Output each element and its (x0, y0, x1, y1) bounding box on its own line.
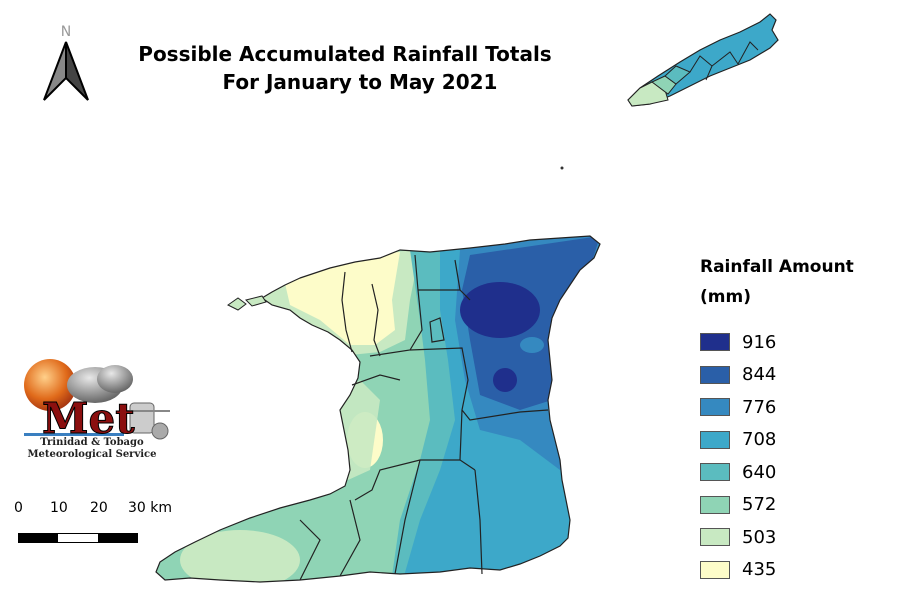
legend-label: 503 (742, 526, 777, 548)
legend-item: 916 (700, 326, 890, 359)
legend-swatch (700, 560, 730, 579)
scale-bar-graphic (18, 533, 138, 543)
tobago-island (627, 13, 779, 107)
legend-swatch (700, 528, 730, 547)
legend-swatch (700, 463, 730, 482)
legend-item: 844 (700, 359, 890, 392)
legend-swatch (700, 365, 730, 384)
scale-seg-2 (58, 534, 98, 542)
legend-label: 435 (742, 559, 777, 581)
legend-swatch (700, 398, 730, 417)
small-islet (560, 166, 564, 170)
north-arrow-icon: N (43, 24, 89, 101)
scale-seg-1 (19, 534, 59, 542)
legend-swatch (700, 333, 730, 352)
legend-label: 572 (742, 494, 777, 516)
logo-wordmark: Met (42, 394, 135, 443)
scale-label: 30 km (128, 500, 173, 516)
legend-label: 916 (742, 331, 777, 353)
scale-seg-3 (97, 534, 137, 542)
scale-bar: 0 10 20 30 km (12, 500, 182, 550)
legend-item: 776 (700, 391, 890, 424)
legend-item: 572 (700, 489, 890, 522)
north-label: N (61, 24, 71, 40)
region-boundaries (299, 254, 549, 581)
map-title: Possible Accumulated Rainfall Totals For… (100, 40, 590, 96)
scale-label: 10 (50, 500, 68, 516)
legend-label: 640 (742, 461, 777, 483)
legend-title: Rainfall Amount (mm) (700, 257, 854, 307)
chaguaramas-islands (227, 295, 267, 311)
legend-label: 844 (742, 364, 777, 386)
scale-bar-labels: 0 10 20 30 km (12, 500, 182, 520)
scale-label: 0 (14, 500, 23, 516)
legend-swatch (700, 430, 730, 449)
org-name-line-1: Trinidad & Tobago (40, 437, 144, 448)
org-name-line-2: Meteorological Service (27, 449, 157, 460)
legend-item: 435 (700, 554, 890, 587)
legend-item: 708 (700, 424, 890, 457)
legend: Rainfall Amount (mm) 916 844 776 708 640 572 5… (700, 252, 890, 586)
legend-item: 503 (700, 521, 890, 554)
legend-label: 776 (742, 396, 777, 418)
met-service-logo: Met (20, 355, 180, 465)
met-service-name: Trinidad & Tobago Meteorological Service (22, 437, 162, 461)
scale-label: 20 (90, 500, 108, 516)
legend-label: 708 (742, 429, 777, 451)
title-line-1: Possible Accumulated Rainfall Totals (138, 42, 552, 66)
title-line-2: For January to May 2021 (222, 70, 498, 94)
legend-item: 640 (700, 456, 890, 489)
legend-list: 916 844 776 708 640 572 503 435 (700, 326, 890, 586)
trinidad-outline (155, 235, 601, 583)
legend-swatch (700, 495, 730, 514)
